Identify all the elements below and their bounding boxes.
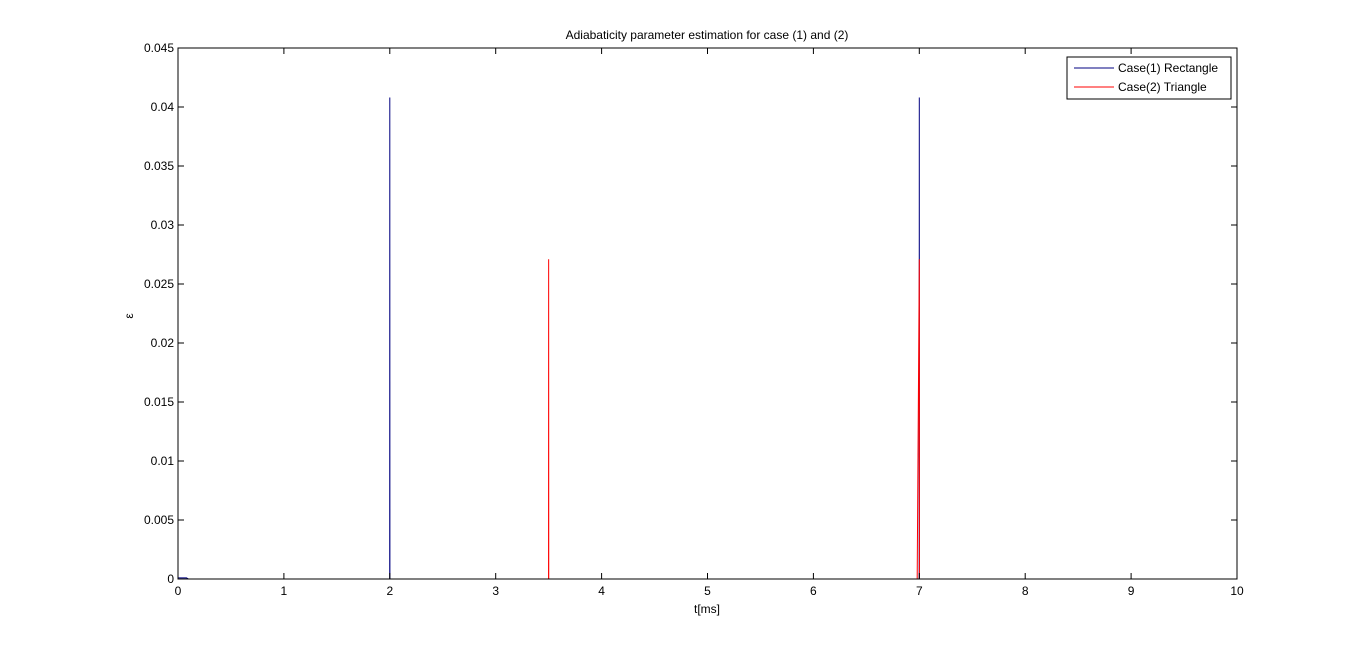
x-axis-label: t[ms] (694, 602, 720, 616)
x-axis: 0 1 2 3 4 5 6 7 8 9 10 (175, 48, 1244, 598)
x-tick-label: 2 (386, 584, 393, 598)
y-tick-label: 0.045 (144, 41, 174, 55)
legend-label-1: Case(1) Rectangle (1118, 61, 1218, 75)
y-axis-label: ε (122, 313, 136, 319)
x-tick-label: 6 (810, 584, 817, 598)
x-tick-label: 4 (598, 584, 605, 598)
x-tick-label: 3 (492, 584, 499, 598)
y-tick-label: 0.02 (151, 336, 175, 350)
chart-title: Adiabaticity parameter estimation for ca… (566, 28, 849, 42)
y-tick-label: 0.035 (144, 159, 174, 173)
y-tick-label: 0.025 (144, 277, 174, 291)
x-tick-label: 0 (175, 584, 182, 598)
x-tick-label: 5 (704, 584, 711, 598)
y-axis: 0 0.005 0.01 0.015 0.02 0.025 0.03 0.035 0.04 0.0… (144, 41, 1237, 586)
y-tick-label: 0.04 (151, 100, 175, 114)
y-tick-label: 0.03 (151, 218, 175, 232)
x-tick-label: 7 (916, 584, 923, 598)
x-tick-label: 8 (1022, 584, 1029, 598)
legend-box (1066, 56, 1232, 100)
plot-background (178, 48, 1237, 579)
y-tick-label: 0.005 (144, 513, 174, 527)
y-tick-label: 0.01 (151, 454, 175, 468)
y-tick-label: 0 (167, 572, 174, 586)
plot-area (177, 47, 1238, 580)
x-tick-label: 9 (1128, 584, 1135, 598)
legend-label-2: Case(2) Triangle (1118, 80, 1207, 94)
x-tick-label: 10 (1230, 584, 1244, 598)
y-tick-label: 0.015 (144, 395, 174, 409)
legend: Case(1) Rectangle Case(2) Triangle (1066, 56, 1232, 100)
x-tick-label: 1 (281, 584, 288, 598)
